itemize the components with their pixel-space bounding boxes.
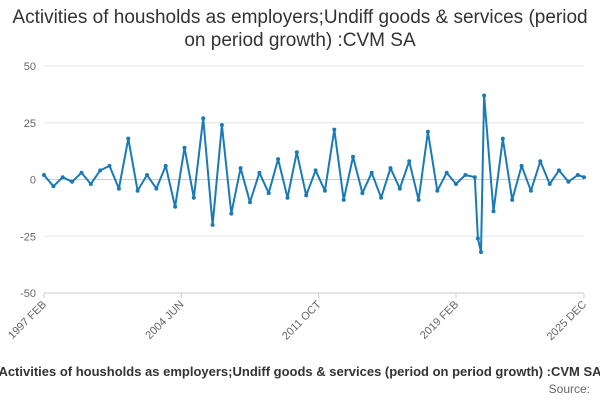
data-point[interactable]: [145, 173, 149, 177]
data-point[interactable]: [88, 182, 93, 186]
data-point[interactable]: [257, 170, 262, 175]
data-point[interactable]: [341, 197, 346, 202]
data-point[interactable]: [379, 195, 384, 200]
data-point[interactable]: [276, 157, 281, 162]
data-point[interactable]: [397, 186, 402, 191]
y-tick-label: 0: [30, 175, 36, 187]
series-layer: [42, 93, 586, 255]
y-tick-label: -25: [20, 231, 36, 243]
data-point[interactable]: [538, 159, 543, 164]
data-point[interactable]: [135, 188, 140, 193]
data-point[interactable]: [444, 170, 449, 175]
data-point[interactable]: [191, 195, 196, 200]
data-point[interactable]: [70, 179, 75, 184]
data-point[interactable]: [575, 173, 580, 177]
data-point[interactable]: [107, 163, 112, 168]
data-point[interactable]: [547, 182, 552, 186]
y-tick-label: -50: [20, 288, 36, 300]
x-tick-label: 2025 DEC: [545, 299, 589, 343]
data-point[interactable]: [60, 175, 65, 180]
data-point[interactable]: [285, 195, 290, 200]
data-point[interactable]: [491, 209, 496, 214]
data-point[interactable]: [229, 211, 234, 216]
data-point[interactable]: [388, 166, 393, 171]
data-point[interactable]: [304, 193, 309, 198]
data-point[interactable]: [557, 168, 561, 173]
x-tick-label: 2004 JUN: [143, 299, 186, 342]
data-point[interactable]: [322, 188, 327, 193]
x-tick-label: 2011 OCT: [280, 298, 324, 342]
data-point[interactable]: [42, 173, 46, 177]
data-point[interactable]: [163, 163, 168, 168]
data-point[interactable]: [51, 184, 56, 189]
x-tick-label: 1997 FEB: [6, 299, 49, 342]
data-point[interactable]: [210, 222, 215, 227]
y-tick-label: 50: [24, 61, 36, 73]
data-point[interactable]: [510, 197, 515, 202]
gridlines: [44, 65, 584, 294]
data-point[interactable]: [116, 186, 121, 191]
data-point[interactable]: [248, 200, 252, 205]
data-point[interactable]: [219, 123, 224, 127]
data-point[interactable]: [98, 168, 103, 173]
data-point[interactable]: [182, 145, 187, 150]
data-point[interactable]: [332, 127, 337, 132]
data-point[interactable]: [351, 154, 355, 159]
chart-title: Activities of housholds as employers;Und…: [12, 7, 588, 51]
data-point[interactable]: [472, 175, 477, 180]
data-point[interactable]: [479, 250, 483, 255]
data-point[interactable]: [360, 191, 365, 196]
data-point[interactable]: [294, 150, 299, 155]
data-point[interactable]: [475, 236, 480, 241]
data-point[interactable]: [454, 182, 458, 186]
data-point[interactable]: [566, 179, 571, 184]
data-point[interactable]: [528, 188, 533, 193]
data-point[interactable]: [313, 168, 318, 173]
data-point[interactable]: [238, 166, 243, 171]
data-point[interactable]: [407, 159, 412, 164]
legend-series-label: Activities of housholds as employers;Und…: [0, 364, 600, 379]
series-line: [43, 94, 585, 254]
data-point[interactable]: [201, 116, 206, 121]
data-point[interactable]: [369, 170, 374, 175]
data-point[interactable]: [582, 175, 586, 180]
data-point[interactable]: [500, 136, 505, 141]
data-point[interactable]: [482, 93, 487, 98]
data-point[interactable]: [154, 186, 159, 191]
x-tick-label: 2019 FEB: [418, 299, 461, 342]
data-point[interactable]: [425, 129, 430, 134]
data-point[interactable]: [435, 188, 440, 193]
data-point[interactable]: [173, 204, 178, 209]
data-point[interactable]: [463, 173, 468, 177]
data-point[interactable]: [266, 191, 271, 196]
data-point[interactable]: [519, 163, 524, 168]
data-point[interactable]: [416, 197, 421, 202]
y-tick-label: 25: [24, 118, 36, 130]
data-point[interactable]: [79, 170, 84, 175]
source-label: Source:: [548, 382, 590, 396]
data-point[interactable]: [126, 136, 131, 141]
